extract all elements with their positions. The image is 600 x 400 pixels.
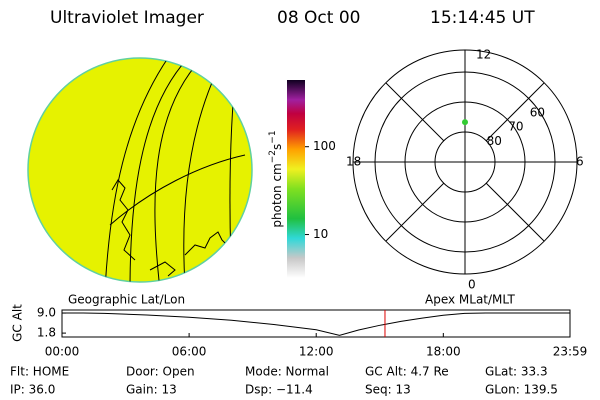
status-field: IP: 36.0 [10,383,55,397]
time: 15:14:45 UT [430,8,535,28]
mlt-label: 0 [468,278,476,292]
title: Ultraviolet Imager [50,8,204,28]
x-tick-label: 06:00 [172,345,207,359]
status-field: GLat: 33.3 [485,365,548,379]
altitude-line [62,312,570,336]
status-field: Dsp: −11.4 [245,383,313,397]
ring-label: 60 [530,105,545,119]
mlt-label: 6 [576,155,584,169]
ring [434,131,496,193]
colorbar-label: photon cm−2s−1 [268,130,284,227]
point [462,119,468,126]
status-field: GLon: 139.5 [485,383,558,397]
date: 08 Oct 00 [277,8,360,28]
status-field: Seq: 13 [365,383,411,397]
mlt-label: 12 [476,48,491,62]
strip-frame [61,309,571,338]
y-tick-label: 9.0 [37,306,56,320]
status-field: Mode: Normal [245,365,329,379]
ring-label: 80 [487,134,502,148]
x-tick-label: 12:00 [299,345,334,359]
panel-label: Apex MLat/MLT [425,293,515,307]
polar-grid [352,49,578,275]
x-tick-label: 18:00 [426,345,461,359]
x-tick-label: 23:59 [553,345,588,359]
status-field: Flt: HOME [10,365,69,379]
colorbar-tick-label: 10 [313,227,328,241]
status-field: Gain: 13 [126,383,177,397]
y-tick-label: 1.8 [37,326,56,340]
status-field: GC Alt: 4.7 Re [365,365,449,379]
colorbar [287,80,305,278]
colorbar-tick-label: 100 [313,139,336,153]
y-label: GC Alt [11,304,25,342]
globe-image [27,57,253,283]
panel-label: Geographic Lat/Lon [68,293,185,307]
ring-label: 70 [508,120,523,134]
ring [374,71,556,253]
x-tick-label: 00:00 [45,345,80,359]
status-field: Door: Open [126,365,195,379]
ring [404,101,526,223]
mlt-label: 18 [346,155,361,169]
